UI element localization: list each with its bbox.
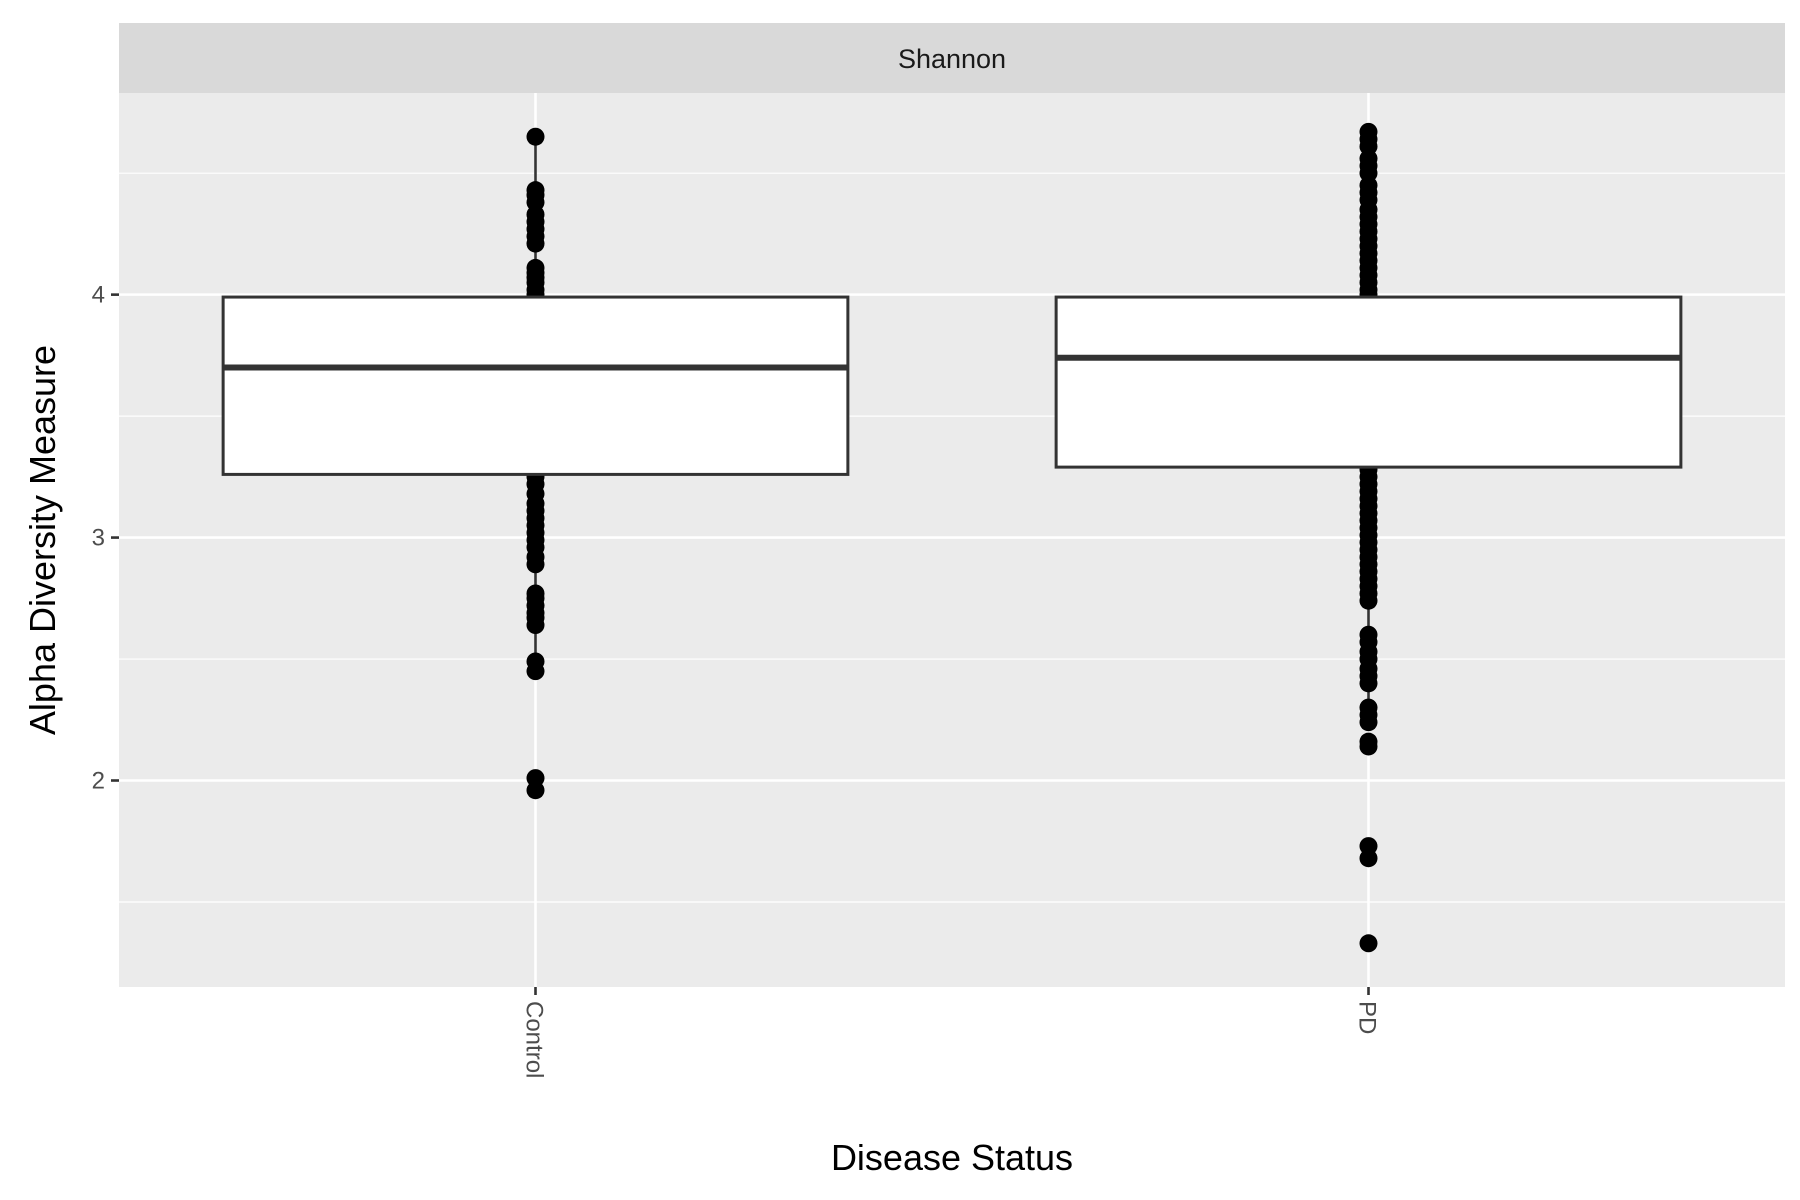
data-point	[526, 555, 545, 574]
data-point	[1359, 934, 1378, 953]
data-point	[1359, 674, 1378, 693]
facet-strip	[119, 23, 1785, 93]
y-axis-title: Alpha Diversity Measure	[22, 345, 63, 735]
data-point	[1359, 737, 1378, 756]
boxplot-pd	[1054, 122, 1683, 953]
data-point	[526, 662, 545, 681]
data-point	[526, 234, 545, 253]
data-point	[526, 616, 545, 635]
iqr-box	[221, 295, 850, 476]
data-point	[1359, 713, 1378, 732]
iqr-box	[1054, 295, 1683, 469]
boxplots	[221, 122, 1683, 953]
y-tick-label: 4	[92, 282, 105, 309]
data-point	[1359, 591, 1378, 610]
boxplot-control	[221, 127, 850, 800]
plot-panel	[119, 93, 1785, 987]
y-tick-label: 2	[92, 768, 105, 795]
x-axis-title: Disease Status	[831, 1137, 1073, 1178]
data-point	[1359, 849, 1378, 868]
x-tick-label: PD	[1354, 1001, 1381, 1034]
y-tick-label: 3	[92, 525, 105, 552]
y-axis: 2 3 4	[92, 282, 119, 795]
x-axis: Control PD	[521, 987, 1381, 1078]
x-tick-label: Control	[521, 1001, 548, 1078]
facet-label: Shannon	[898, 44, 1006, 74]
data-point	[526, 127, 545, 146]
data-point	[526, 781, 545, 800]
